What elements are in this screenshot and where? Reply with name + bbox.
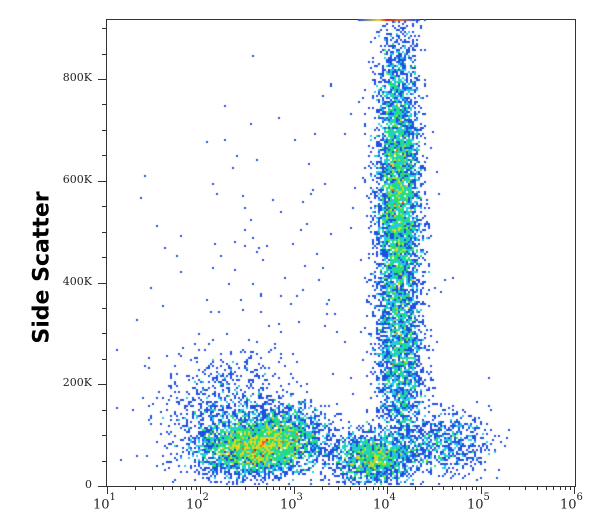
y-tick-label: 600K [62,173,92,186]
x-tick-label: 103 [280,492,303,513]
x-minor-tick [460,486,461,490]
y-minor-tick [102,359,106,360]
y-minor-tick [102,257,106,258]
x-minor-tick [338,486,339,490]
y-major-tick [98,486,106,487]
y-axis-title: Side Scatter [29,191,55,344]
y-minor-tick [102,54,106,55]
x-minor-tick [279,486,280,490]
x-minor-tick [472,486,473,490]
y-minor-tick [102,435,106,436]
x-minor-tick [191,486,192,490]
x-minor-tick [537,486,538,490]
y-minor-tick [102,104,106,105]
x-minor-tick [366,486,367,490]
x-minor-tick [466,486,467,490]
x-major-tick [107,486,108,494]
y-minor-tick [102,308,106,309]
y-major-tick [98,79,106,80]
x-tick-label: 104 [373,492,396,513]
y-major-tick [98,283,106,284]
x-minor-tick [172,486,173,490]
y-minor-tick [102,461,106,462]
y-minor-tick [102,206,106,207]
y-minor-tick [102,155,106,156]
x-minor-tick [257,486,258,490]
x-minor-tick [266,486,267,490]
x-tick-label: 101 [93,492,116,513]
x-minor-tick [560,486,561,490]
x-minor-tick [273,486,274,490]
y-tick-label: 400K [62,275,92,288]
y-minor-tick [102,410,106,411]
y-tick-label: 800K [62,71,92,84]
y-minor-tick [102,130,106,131]
y-minor-tick [102,333,106,334]
y-minor-tick [102,232,106,233]
x-minor-tick [285,486,286,490]
x-minor-tick [180,486,181,490]
x-minor-tick [359,486,360,490]
x-tick-label: 102 [186,492,209,513]
x-major-tick [387,486,388,494]
x-axis-line [106,486,576,487]
x-minor-tick [432,486,433,490]
x-minor-tick [546,486,547,490]
x-major-tick [481,486,482,494]
x-minor-tick [525,486,526,490]
x-minor-tick [196,486,197,490]
x-minor-tick [383,486,384,490]
x-minor-tick [350,486,351,490]
x-minor-tick [163,486,164,490]
x-major-tick [200,486,201,494]
x-minor-tick [186,486,187,490]
density-scatter-plot [106,19,576,487]
x-minor-tick [135,486,136,490]
x-minor-tick [290,486,291,490]
x-minor-tick [152,486,153,490]
y-major-tick [98,384,106,385]
x-minor-tick [229,486,230,490]
y-minor-tick [102,28,106,29]
x-minor-tick [245,486,246,490]
x-minor-tick [373,486,374,490]
x-minor-tick [415,486,416,490]
x-tick-label: 106 [560,492,583,513]
x-minor-tick [476,486,477,490]
x-minor-tick [509,486,510,490]
x-minor-tick [378,486,379,490]
x-major-tick [574,486,575,494]
x-minor-tick [452,486,453,490]
x-minor-tick [553,486,554,490]
x-minor-tick [565,486,566,490]
x-minor-tick [443,486,444,490]
x-minor-tick [570,486,571,490]
x-tick-label: 105 [467,492,490,513]
y-tick-label: 200K [62,376,92,389]
y-major-tick [98,181,106,182]
x-major-tick [294,486,295,494]
y-tick-label: 0 [85,478,92,491]
x-minor-tick [322,486,323,490]
